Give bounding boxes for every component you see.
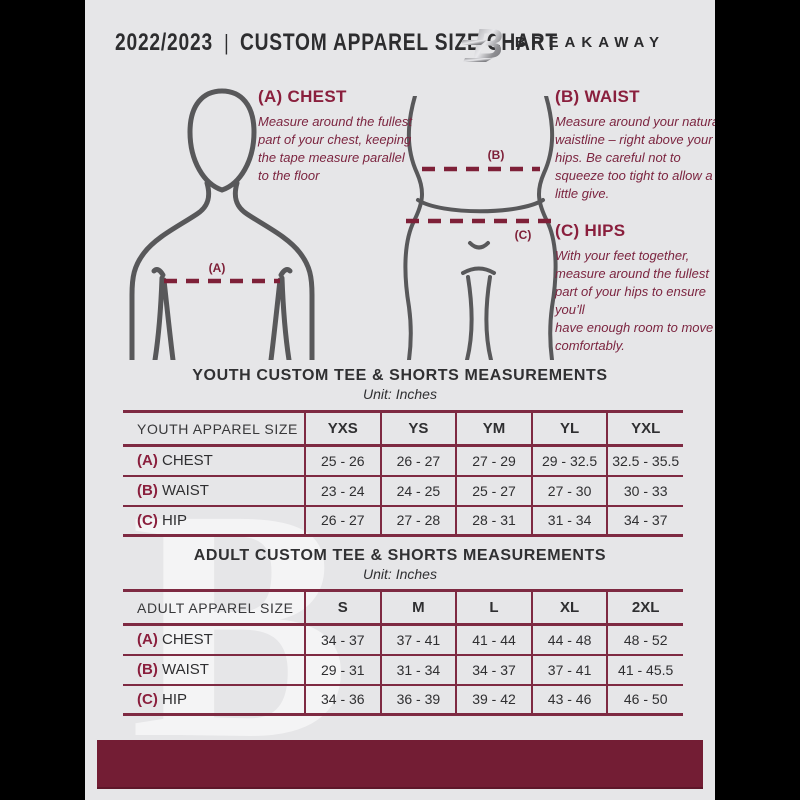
adult-size-column-header: ADULT APPAREL SIZE xyxy=(123,590,305,626)
size-col-ys: YS xyxy=(379,411,457,447)
cell: 34 - 37 xyxy=(606,504,683,536)
chest-measurement-figure: (A) xyxy=(129,88,315,360)
youth-header-row: YOUTH APPAREL SIZE YXS YS YM YL YXL xyxy=(123,411,683,447)
cell: 25 - 26 xyxy=(304,445,381,476)
page-title: CUSTOM APPAREL SIZE CHART xyxy=(239,28,558,56)
adult-table-title: ADULT CUSTOM TEE & SHORTS MEASUREMENTS xyxy=(193,547,607,564)
size-col-yl: YL xyxy=(530,411,608,447)
adult-waist-row-label: (B) WAIST xyxy=(123,653,305,685)
hip-line-marker: (C) xyxy=(515,228,532,242)
cell: 29 - 31 xyxy=(304,653,381,685)
size-col-ym: YM xyxy=(455,411,532,447)
cell: 34 - 36 xyxy=(304,683,381,715)
size-col-l: L xyxy=(455,590,532,626)
cell: 23 - 24 xyxy=(304,474,381,506)
hips-instruction-text: With your feet together, measure around … xyxy=(555,248,714,353)
youth-hip-row-label: (C) HIP xyxy=(123,504,305,536)
size-chart-page: B 2022/2023 | CUSTOM APPAREL SIZE CHART … xyxy=(85,0,715,800)
youth-size-table: YOUTH APPAREL SIZE YXS YS YM YL YXL (A) … xyxy=(123,410,683,537)
cell: 31 - 34 xyxy=(379,653,457,685)
cell: 27 - 28 xyxy=(379,504,457,536)
header-divider: | xyxy=(224,29,229,55)
breakaway-b-monogram-icon: B xyxy=(461,21,503,65)
cell: 43 - 46 xyxy=(530,683,608,715)
cell: 30 - 33 xyxy=(606,474,683,506)
header-title-group: 2022/2023 | CUSTOM APPAREL SIZE CHART xyxy=(115,29,558,57)
brand-lockup: B BREAKAWAY xyxy=(461,20,665,65)
size-col-xl: XL xyxy=(530,590,608,626)
table-row: (C) HIP 34 - 36 36 - 39 39 - 42 43 - 46 … xyxy=(123,683,683,715)
cell: 39 - 42 xyxy=(455,683,532,715)
cell: 34 - 37 xyxy=(455,653,532,685)
chest-instruction-text: Measure around the fullest part of your … xyxy=(258,114,412,183)
waist-instruction-text: Measure around your natural waistline – … xyxy=(555,114,715,201)
size-col-2xl: 2XL xyxy=(606,590,683,626)
youth-size-column-header: YOUTH APPAREL SIZE xyxy=(123,411,305,447)
waist-instruction-label: (B) WAIST xyxy=(555,87,640,106)
cell: 24 - 25 xyxy=(379,474,457,506)
cell: 41 - 45.5 xyxy=(606,653,683,685)
cell: 34 - 37 xyxy=(304,624,381,655)
cell: 46 - 50 xyxy=(606,683,683,715)
size-col-m: M xyxy=(379,590,457,626)
adult-hip-row-label: (C) HIP xyxy=(123,683,305,715)
table-row: (A) CHEST 34 - 37 37 - 41 41 - 44 44 - 4… xyxy=(123,624,683,655)
table-row: (B) WAIST 23 - 24 24 - 25 25 - 27 27 - 3… xyxy=(123,474,683,506)
adult-size-table: ADULT APPAREL SIZE S M L XL 2XL (A) CHES… xyxy=(123,589,683,716)
youth-waist-row-label: (B) WAIST xyxy=(123,474,305,506)
cell: 32.5 - 35.5 xyxy=(606,445,683,476)
waist-hip-measurement-figure: (B) (C) xyxy=(403,96,558,360)
size-col-s: S xyxy=(304,590,381,626)
cell: 44 - 48 xyxy=(530,624,608,655)
table-row: (C) HIP 26 - 27 27 - 28 28 - 31 31 - 34 … xyxy=(123,504,683,536)
waist-line-marker: (B) xyxy=(488,148,505,162)
chest-instruction-label: (A) CHEST xyxy=(258,87,347,106)
cell: 26 - 27 xyxy=(304,504,381,536)
table-row: (A) CHEST 25 - 26 26 - 27 27 - 29 29 - 3… xyxy=(123,445,683,476)
cell: 31 - 34 xyxy=(530,504,608,536)
size-col-yxl: YXL xyxy=(606,411,683,447)
youth-table-title: YOUTH CUSTOM TEE & SHORTS MEASUREMENTS xyxy=(192,367,608,384)
cell: 48 - 52 xyxy=(606,624,683,655)
youth-table-unit: Unit: Inches xyxy=(363,386,437,402)
cell: 28 - 31 xyxy=(455,504,532,536)
cell: 27 - 29 xyxy=(455,445,532,476)
footer-accent-bar xyxy=(97,740,703,789)
cell: 37 - 41 xyxy=(530,653,608,685)
cell: 37 - 41 xyxy=(379,624,457,655)
table-row: (B) WAIST 29 - 31 31 - 34 34 - 37 37 - 4… xyxy=(123,653,683,685)
youth-chest-row-label: (A) CHEST xyxy=(137,452,213,470)
adult-chest-row-label: (A) CHEST xyxy=(137,631,213,649)
cell: 36 - 39 xyxy=(379,683,457,715)
adult-table-unit: Unit: Inches xyxy=(363,566,437,582)
season-year: 2022/2023 xyxy=(115,28,213,56)
cell: 27 - 30 xyxy=(530,474,608,506)
cell: 29 - 32.5 xyxy=(530,445,608,476)
adult-header-row: ADULT APPAREL SIZE S M L XL 2XL xyxy=(123,590,683,626)
size-col-yxs: YXS xyxy=(304,411,381,447)
cell: 41 - 44 xyxy=(455,624,532,655)
cell: 26 - 27 xyxy=(379,445,457,476)
hips-instruction-label: (C) HIPS xyxy=(555,221,626,240)
chest-line-marker: (A) xyxy=(209,261,226,275)
cell: 25 - 27 xyxy=(455,474,532,506)
page-header: 2022/2023 | CUSTOM APPAREL SIZE CHART B xyxy=(115,20,690,65)
brand-name: BREAKAWAY xyxy=(514,34,665,51)
